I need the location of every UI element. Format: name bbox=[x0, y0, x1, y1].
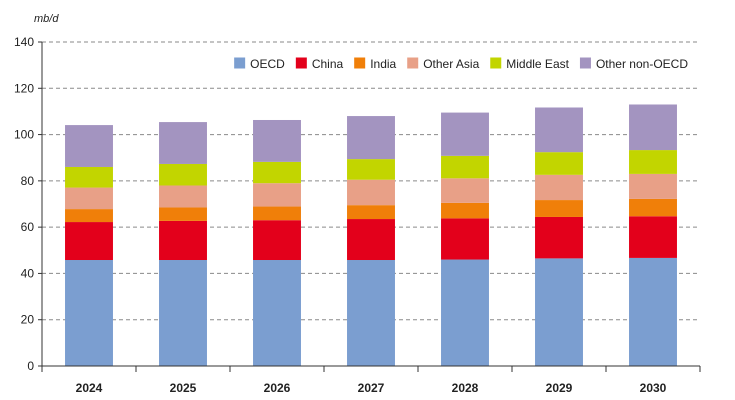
legend-swatch bbox=[407, 57, 419, 69]
legend-label: Other Asia bbox=[423, 57, 479, 71]
legend-swatch bbox=[354, 57, 366, 69]
bar-segment bbox=[441, 218, 489, 260]
bar-segment bbox=[253, 260, 301, 366]
y-tick-label: 20 bbox=[21, 313, 35, 327]
y-tick-label: 40 bbox=[21, 266, 35, 280]
y-axis-unit-label: mb/d bbox=[34, 13, 59, 25]
bar-segment bbox=[347, 116, 395, 160]
bar-segment bbox=[441, 155, 489, 179]
bars bbox=[65, 104, 677, 366]
legend-swatch bbox=[490, 57, 502, 69]
bar-segment bbox=[159, 163, 207, 186]
bar-segment bbox=[253, 220, 301, 261]
bar-segment bbox=[159, 220, 207, 261]
bar-segment bbox=[629, 198, 677, 217]
legend-swatch bbox=[295, 57, 307, 69]
bar-segment bbox=[535, 107, 583, 153]
bar-segment bbox=[441, 178, 489, 203]
x-tick-label: 2029 bbox=[546, 381, 573, 395]
bar-segment bbox=[159, 122, 207, 164]
bar-segment bbox=[253, 183, 301, 207]
bar-segment bbox=[441, 112, 489, 156]
bar-segment bbox=[535, 216, 583, 259]
bar-segment bbox=[629, 104, 677, 151]
bar-segment bbox=[629, 173, 677, 199]
bar-segment bbox=[347, 179, 395, 206]
x-tick-label: 2025 bbox=[170, 381, 197, 395]
legend-label: India bbox=[370, 57, 396, 71]
bar-segment bbox=[65, 209, 113, 223]
bar-segment bbox=[159, 207, 207, 221]
bar-segment bbox=[253, 119, 301, 162]
bar-segment bbox=[629, 257, 677, 366]
y-tick-label: 100 bbox=[14, 128, 34, 142]
bar-segment bbox=[629, 150, 677, 174]
bar-segment bbox=[347, 219, 395, 261]
bar-segment bbox=[629, 216, 677, 258]
axes: 0 20 40 60 80 100 120 140 2024 2025 2026 2027 2028 20… bbox=[14, 35, 701, 395]
legend-label: OECD bbox=[250, 57, 285, 71]
bar-segment bbox=[535, 174, 583, 201]
bar-segment bbox=[65, 187, 113, 210]
bar-segment bbox=[347, 205, 395, 220]
legend-swatch bbox=[234, 57, 246, 69]
bar-segment bbox=[441, 259, 489, 366]
x-tick-label: 2026 bbox=[264, 381, 291, 395]
bar-segment bbox=[535, 258, 583, 366]
x-tick-label: 2024 bbox=[76, 381, 103, 395]
y-tick-label: 0 bbox=[27, 359, 34, 373]
bar-segment bbox=[253, 206, 301, 221]
bar-segment bbox=[253, 161, 301, 184]
x-tick-label: 2028 bbox=[452, 381, 479, 395]
bar-segment bbox=[65, 222, 113, 261]
bar-segment bbox=[347, 260, 395, 366]
bar-segment bbox=[535, 152, 583, 175]
bar-segment bbox=[159, 185, 207, 208]
legend-label: Other non-OECD bbox=[596, 57, 688, 71]
x-tick-label: 2027 bbox=[358, 381, 385, 395]
y-tick-label: 60 bbox=[21, 220, 35, 234]
legend-label: China bbox=[312, 57, 344, 71]
y-tick-label: 120 bbox=[14, 81, 34, 95]
bar-segment bbox=[347, 159, 395, 180]
bar-segment bbox=[441, 202, 489, 219]
bar-segment bbox=[159, 260, 207, 366]
legend-label: Middle East bbox=[506, 57, 569, 71]
bar-segment bbox=[535, 200, 583, 217]
legend-swatch bbox=[579, 57, 591, 69]
y-tick-label: 80 bbox=[21, 174, 35, 188]
y-tick-label: 140 bbox=[14, 35, 34, 49]
bar-segment bbox=[65, 260, 113, 366]
x-tick-label: 2030 bbox=[640, 381, 667, 395]
bar-segment bbox=[65, 166, 113, 188]
bar-segment bbox=[65, 125, 113, 167]
legend: OECD China India Other Asia Middle East Other… bbox=[234, 57, 688, 71]
